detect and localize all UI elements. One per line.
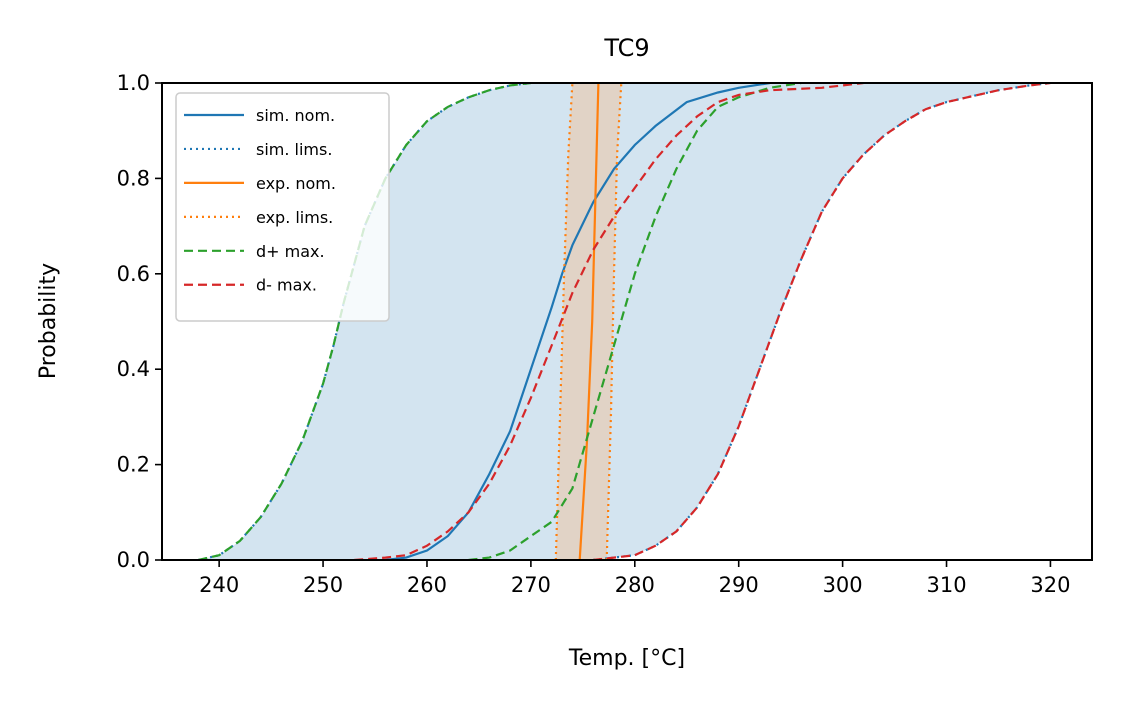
plot-frame bbox=[161, 82, 1093, 561]
legend: sim. nom. sim. lims. exp. nom. exp. lims. d+… bbox=[175, 92, 390, 322]
x-tick-label-5: 290 bbox=[719, 573, 759, 597]
x-tick-label-8: 320 bbox=[1030, 573, 1070, 597]
series-2-line bbox=[578, 83, 600, 560]
x-tick-label-1: 250 bbox=[303, 573, 343, 597]
x-tick-label-7: 310 bbox=[926, 573, 966, 597]
chart-title: TC9 bbox=[603, 34, 649, 62]
x-axis: 240 250 260 270 280 290 300 310 320 bbox=[199, 560, 1070, 597]
x-tick-label-4: 280 bbox=[615, 573, 655, 597]
x-tick-label-3: 270 bbox=[511, 573, 551, 597]
y-axis-label: Probability bbox=[36, 263, 61, 379]
series-0-line bbox=[385, 83, 771, 560]
y-tick-label-1: 0.2 bbox=[117, 453, 150, 477]
y-tick-label-0: 0.0 bbox=[117, 548, 150, 572]
legend-label-5: d- max. bbox=[256, 276, 317, 295]
x-tick-label-6: 300 bbox=[823, 573, 863, 597]
y-tick-label-4: 0.8 bbox=[117, 166, 150, 190]
x-tick-label-2: 260 bbox=[407, 573, 447, 597]
y-tick-label-3: 0.6 bbox=[117, 262, 150, 286]
x-axis-label: Temp. [°C] bbox=[568, 646, 685, 671]
legend-box bbox=[175, 92, 390, 322]
bands bbox=[198, 83, 1051, 560]
band-1 bbox=[555, 83, 622, 560]
legend-label-1: sim. lims. bbox=[256, 140, 332, 159]
legend-label-0: sim. nom. bbox=[256, 106, 335, 125]
series-5-curve-0 bbox=[354, 83, 864, 560]
legend-label-2: exp. nom. bbox=[256, 174, 336, 193]
x-tick-label-0: 240 bbox=[199, 573, 239, 597]
series-4-curve-0 bbox=[198, 83, 532, 560]
y-tick-label-5: 1.0 bbox=[117, 71, 150, 95]
y-axis: 0.0 0.2 0.4 0.6 0.8 1.0 bbox=[117, 71, 162, 572]
legend-label-3: exp. lims. bbox=[256, 208, 333, 227]
y-tick-label-2: 0.4 bbox=[117, 357, 150, 381]
legend-label-4: d+ max. bbox=[256, 242, 325, 261]
series-5-curve-1 bbox=[593, 83, 1051, 560]
band-0 bbox=[198, 83, 1051, 560]
